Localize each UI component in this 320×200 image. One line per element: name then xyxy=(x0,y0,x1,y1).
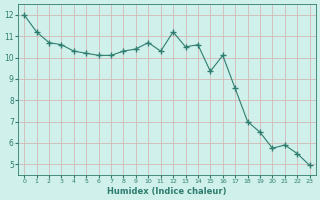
X-axis label: Humidex (Indice chaleur): Humidex (Indice chaleur) xyxy=(107,187,227,196)
